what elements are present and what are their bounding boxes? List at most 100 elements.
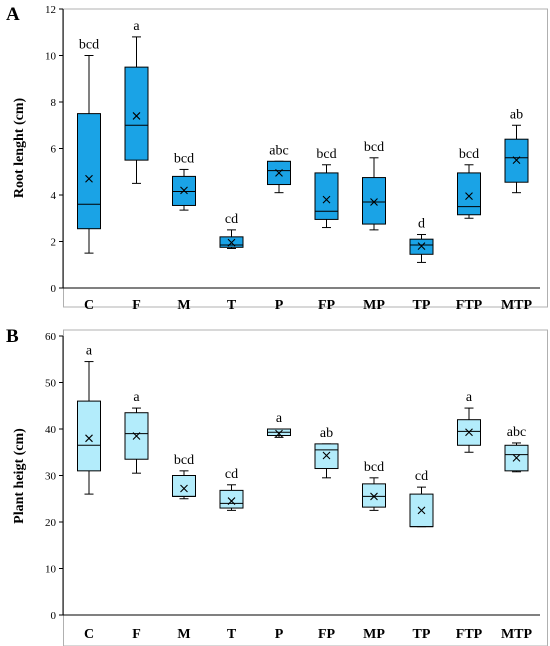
panel-a-letter: A bbox=[6, 4, 20, 25]
panel-b-y-tick-label: 50 bbox=[45, 378, 57, 390]
significance-letter: bcd bbox=[316, 147, 336, 162]
panel-a-box-f: a bbox=[124, 19, 149, 184]
box bbox=[314, 172, 339, 220]
panel-b-box-f: a bbox=[124, 390, 149, 474]
panel-a-box-c: bcd bbox=[77, 38, 101, 254]
panel-a-box-t: cd bbox=[219, 212, 244, 249]
panel-b-box-ftp: a bbox=[457, 390, 481, 453]
panel-a-box-fp: bcd bbox=[314, 147, 339, 229]
panel-a-category-label: TP bbox=[413, 298, 431, 313]
panel-b-letter: B bbox=[6, 326, 19, 347]
significance-letter: d bbox=[418, 217, 425, 232]
box bbox=[124, 66, 149, 161]
panel-b-plot-area bbox=[63, 329, 548, 646]
panel-a-category-label: MTP bbox=[501, 298, 533, 313]
panel-b-category-label: MP bbox=[363, 627, 385, 642]
mean-marker bbox=[417, 506, 426, 515]
box bbox=[172, 475, 196, 497]
panel-a-category-label: FP bbox=[318, 298, 336, 313]
significance-letter: ab bbox=[320, 426, 333, 441]
significance-letter: bcd bbox=[174, 151, 194, 166]
significance-letter: a bbox=[133, 19, 140, 34]
panel-b-category-label: P bbox=[275, 627, 284, 642]
mean-marker bbox=[85, 434, 93, 443]
panel-b-box-mp: bcd bbox=[362, 460, 386, 511]
panel-a-category-label: M bbox=[177, 298, 190, 313]
significance-letter: cd bbox=[415, 469, 428, 484]
significance-letter: a bbox=[466, 390, 473, 405]
panel-b-category-label: C bbox=[84, 627, 94, 642]
panel-b-category-label: M bbox=[177, 627, 190, 642]
panel-b-category-label: TP bbox=[413, 627, 431, 642]
panel-b-y-tick-label: 60 bbox=[45, 331, 57, 343]
panel-a-y-tick-label: 12 bbox=[45, 4, 56, 16]
panel-b-category-label: FTP bbox=[456, 627, 483, 642]
panel-b-category-label: T bbox=[227, 627, 237, 642]
significance-letter: abc bbox=[507, 425, 526, 440]
mean-marker bbox=[132, 112, 141, 120]
mean-marker bbox=[275, 429, 283, 438]
panel-b-box-tp: cd bbox=[409, 469, 434, 528]
significance-letter: cd bbox=[225, 467, 238, 482]
panel-a-y-tick-label: 4 bbox=[51, 190, 57, 202]
significance-letter: ab bbox=[510, 107, 523, 122]
panel-a-category-label: T bbox=[227, 298, 237, 313]
panel-a-category-label: FTP bbox=[456, 298, 483, 313]
panel-b-category-label: F bbox=[132, 627, 141, 642]
mean-marker bbox=[512, 156, 521, 165]
panel-a-box-mp: bcd bbox=[362, 140, 386, 231]
mean-marker bbox=[85, 174, 93, 183]
significance-letter: abc bbox=[269, 143, 288, 158]
panel-a-category-label: F bbox=[132, 298, 141, 313]
significance-letter: a bbox=[276, 411, 283, 426]
significance-letter: bcd bbox=[174, 453, 194, 468]
panel-b-y-tick-label: 20 bbox=[45, 517, 57, 529]
mean-marker bbox=[180, 186, 188, 195]
mean-marker bbox=[322, 195, 331, 204]
mean-marker bbox=[370, 198, 378, 206]
significance-letter: cd bbox=[225, 212, 238, 227]
box bbox=[77, 113, 101, 230]
panel-b-box-mtp: abc bbox=[504, 425, 529, 473]
panel-b-box-c: a bbox=[77, 344, 101, 495]
panel-a-box-ftp: bcd bbox=[457, 147, 481, 219]
panel-b-box-t: cd bbox=[219, 467, 244, 511]
significance-letter: bcd bbox=[364, 460, 384, 475]
box bbox=[219, 489, 244, 509]
panel-a-y-tick-label: 0 bbox=[51, 283, 57, 295]
mean-marker bbox=[275, 169, 283, 177]
panel-a-y-tick-label: 8 bbox=[51, 97, 57, 109]
panel-a-category-label: MP bbox=[363, 298, 385, 313]
panel-a-y-tick-label: 10 bbox=[45, 51, 57, 63]
panel-a-box-p: abc bbox=[267, 143, 291, 194]
mean-marker bbox=[132, 432, 141, 440]
panel-a-y-tick-label: 6 bbox=[51, 144, 57, 156]
panel-a-box-tp: d bbox=[409, 217, 434, 263]
mean-marker bbox=[512, 453, 521, 462]
box bbox=[362, 483, 386, 508]
panel-b-box-p: a bbox=[267, 411, 291, 438]
panel-b-category-label: MTP bbox=[501, 627, 533, 642]
mean-marker bbox=[417, 242, 426, 251]
panel-b-box-m: bcd bbox=[172, 453, 196, 500]
panel-b-y-axis-label: Plant heigt (cm) bbox=[12, 428, 27, 524]
mean-marker bbox=[465, 428, 473, 437]
mean-marker bbox=[370, 492, 378, 501]
significance-letter: a bbox=[86, 344, 93, 359]
panel-b-y-tick-label: 30 bbox=[45, 471, 57, 483]
panel-b-category-label: FP bbox=[318, 627, 336, 642]
panel-b-y-tick-label: 10 bbox=[45, 564, 57, 576]
mean-marker bbox=[180, 484, 188, 493]
box bbox=[457, 172, 481, 216]
panel-a-y-axis-label: Root lenght (cm) bbox=[12, 98, 27, 199]
mean-marker bbox=[322, 451, 331, 460]
mean-marker bbox=[227, 497, 236, 505]
panel-b-y-tick-label: 0 bbox=[51, 610, 57, 622]
panel-b-y-tick-label: 40 bbox=[45, 424, 57, 436]
panel-a-category-label: P bbox=[275, 298, 284, 313]
panel-a-category-label: C bbox=[84, 298, 94, 313]
panel-a-box-mtp: ab bbox=[504, 107, 529, 194]
